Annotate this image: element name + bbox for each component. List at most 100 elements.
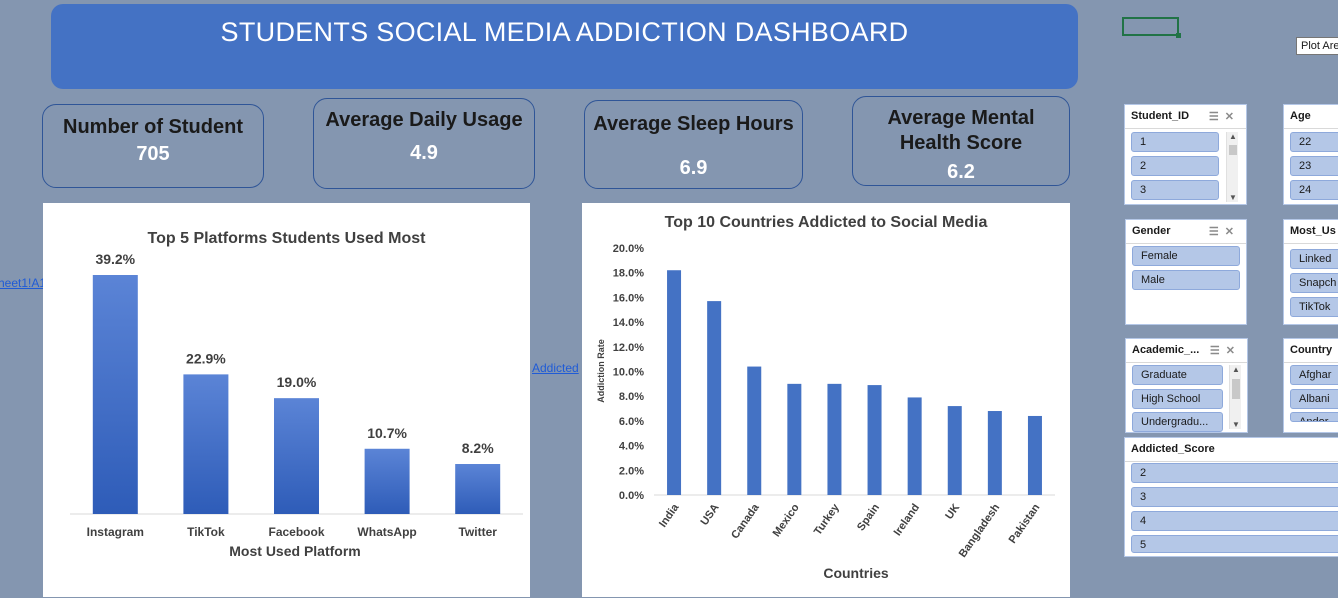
slicer-item[interactable]: Linked <box>1290 249 1338 269</box>
x-tick-label: Turkey <box>812 501 843 537</box>
slicer-item[interactable]: Albani <box>1290 389 1338 409</box>
slicer-addicted-score[interactable]: Addicted_Score 2 3 4 5 <box>1124 437 1338 557</box>
bar <box>1027 415 1042 495</box>
kpi-number-of-students[interactable]: Number of Student 705 <box>42 104 264 188</box>
slicer-item[interactable]: High School <box>1132 389 1223 409</box>
slicer-item[interactable]: 3 <box>1131 487 1338 507</box>
y-tick-label: 10.0% <box>613 367 644 379</box>
scroll-thumb[interactable] <box>1232 379 1240 399</box>
data-label: 19.0% <box>277 374 317 390</box>
multi-select-and-clear-filter-icons[interactable]: ☰✕ <box>1208 111 1240 123</box>
sheet-reference-link[interactable]: heet1!A1 <box>0 276 47 290</box>
x-tick-label: Mexico <box>771 502 802 540</box>
selected-cell[interactable] <box>1122 17 1181 38</box>
slicer-item[interactable]: 1 <box>1131 132 1219 152</box>
x-axis-title: Countries <box>823 565 889 581</box>
kpi-value: 6.2 <box>947 161 975 183</box>
x-tick-label: India <box>657 501 682 530</box>
kpi-label-line2: Health Score <box>899 132 1023 154</box>
bar <box>274 398 319 514</box>
chart-title: Top 5 Platforms Students Used Most <box>147 230 426 247</box>
slicer-item[interactable]: Undergradu... <box>1132 412 1223 432</box>
slicer-item[interactable]: 5 <box>1131 535 1338 553</box>
slicer-item[interactable]: Male <box>1132 270 1240 290</box>
scroll-up-icon[interactable]: ▲ <box>1229 132 1237 141</box>
scroll-down-icon[interactable]: ▼ <box>1232 420 1240 429</box>
multi-select-and-clear-filter-icons[interactable]: ☰✕ <box>1209 345 1241 357</box>
slicer-student-id[interactable]: Student_ID ☰✕ 1 2 3 ▲ ▼ <box>1124 104 1247 205</box>
slicer-item[interactable]: Female <box>1132 246 1240 266</box>
bar <box>183 374 229 514</box>
bar <box>364 448 410 514</box>
bar <box>707 301 722 495</box>
slicer-item[interactable]: Graduate <box>1132 365 1223 385</box>
kpi-label: Number of Student <box>63 116 243 138</box>
slicer-most-used-platform[interactable]: Most_Us Linked Snapch TikTok <box>1283 219 1338 325</box>
slicer-title: Gender <box>1132 225 1171 237</box>
slicer-scrollbar[interactable]: ▲ ▼ <box>1229 365 1241 429</box>
slicer-title: Addicted_Score <box>1131 443 1215 455</box>
platforms-chart-plot: 39.2% Instagram 22.9% TikTok 19.0% Facebook 10… <box>70 251 523 559</box>
scroll-up-icon[interactable]: ▲ <box>1232 365 1240 374</box>
bar <box>667 270 682 495</box>
plot-area-tooltip: Plot Area <box>1296 37 1338 55</box>
bar <box>455 464 501 514</box>
slicer-age[interactable]: Age 22 23 24 <box>1283 104 1338 205</box>
x-tick-label: Twitter <box>458 525 497 539</box>
kpi-average-daily-usage[interactable]: Average Daily Usage 4.9 <box>313 98 535 189</box>
countries-chart-plot: 0.0% 2.0% 4.0% 6.0% 8.0% 10.0% 12.0% 14.0% 16.0%… <box>596 243 1055 581</box>
slicer-scrollbar[interactable]: ▲ ▼ <box>1226 132 1238 202</box>
kpi-label-line1: Average Mental <box>887 107 1035 129</box>
y-tick-label: 16.0% <box>613 292 644 304</box>
slicer-item[interactable]: 2 <box>1131 463 1338 483</box>
x-tick-label: Facebook <box>268 525 324 539</box>
multi-select-and-clear-filter-icons[interactable]: ☰✕ <box>1208 226 1240 238</box>
scroll-thumb[interactable] <box>1229 145 1237 155</box>
y-tick-label: 4.0% <box>619 441 644 453</box>
slicer-title: Most_Us <box>1290 225 1336 237</box>
y-axis-title: Addiction Rate <box>596 339 606 403</box>
slicer-item[interactable]: 24 <box>1290 180 1338 200</box>
x-tick-label: Ireland <box>892 502 923 538</box>
slicer-title: Student_ID <box>1131 110 1190 122</box>
kpi-value: 705 <box>136 143 170 165</box>
countries-chart[interactable]: Top 10 Countries Addicted to Social Medi… <box>582 203 1070 597</box>
x-tick-label: Instagram <box>87 525 144 539</box>
data-label: 10.7% <box>367 425 407 441</box>
slicer-item[interactable]: 4 <box>1131 511 1338 531</box>
slicer-item[interactable]: 23 <box>1290 156 1338 176</box>
bar <box>867 385 882 495</box>
scroll-down-icon[interactable]: ▼ <box>1229 193 1237 202</box>
chart-title: Top 10 Countries Addicted to Social Medi… <box>664 214 988 231</box>
y-tick-label: 2.0% <box>619 465 644 477</box>
slicer-country[interactable]: Country Afghar Albani Andor <box>1283 338 1338 433</box>
y-tick-label: 12.0% <box>613 342 644 354</box>
x-axis-title: Most Used Platform <box>229 543 360 559</box>
slicer-item[interactable]: Afghar <box>1290 365 1338 385</box>
slicer-item[interactable]: 2 <box>1131 156 1219 176</box>
slicer-item[interactable]: Andor <box>1290 412 1338 422</box>
kpi-average-sleep-hours[interactable]: Average Sleep Hours 6.9 <box>584 100 803 189</box>
kpi-label: Average Sleep Hours <box>593 113 794 135</box>
slicer-academic-level[interactable]: Academic_... ☰✕ Graduate High School Und… <box>1125 338 1248 433</box>
x-tick-label: TikTok <box>187 525 225 539</box>
kpi-value: 4.9 <box>410 142 438 164</box>
kpi-average-mental-health-score[interactable]: Average Mental Health Score 6.2 <box>852 96 1070 186</box>
platforms-chart[interactable]: Top 5 Platforms Students Used Most 39.2%… <box>43 203 530 597</box>
bar <box>947 406 962 495</box>
slicer-gender[interactable]: Gender ☰✕ Female Male <box>1125 219 1247 325</box>
slicer-item[interactable]: 3 <box>1131 180 1219 200</box>
slicer-item[interactable]: 22 <box>1290 132 1338 152</box>
bar <box>92 275 138 514</box>
y-tick-label: 18.0% <box>613 268 644 280</box>
slicer-item[interactable]: Snapch <box>1290 273 1338 293</box>
x-tick-label: USA <box>698 502 721 528</box>
y-tick-label: 6.0% <box>619 416 644 428</box>
kpi-value: 6.9 <box>679 157 708 179</box>
addicted-reference-link[interactable]: Addicted <box>532 361 579 375</box>
y-tick-label: 8.0% <box>619 391 644 403</box>
bar <box>827 383 842 495</box>
kpi-label: Average Daily Usage <box>325 109 523 131</box>
data-label: 8.2% <box>462 440 494 456</box>
slicer-item[interactable]: TikTok <box>1290 297 1338 317</box>
